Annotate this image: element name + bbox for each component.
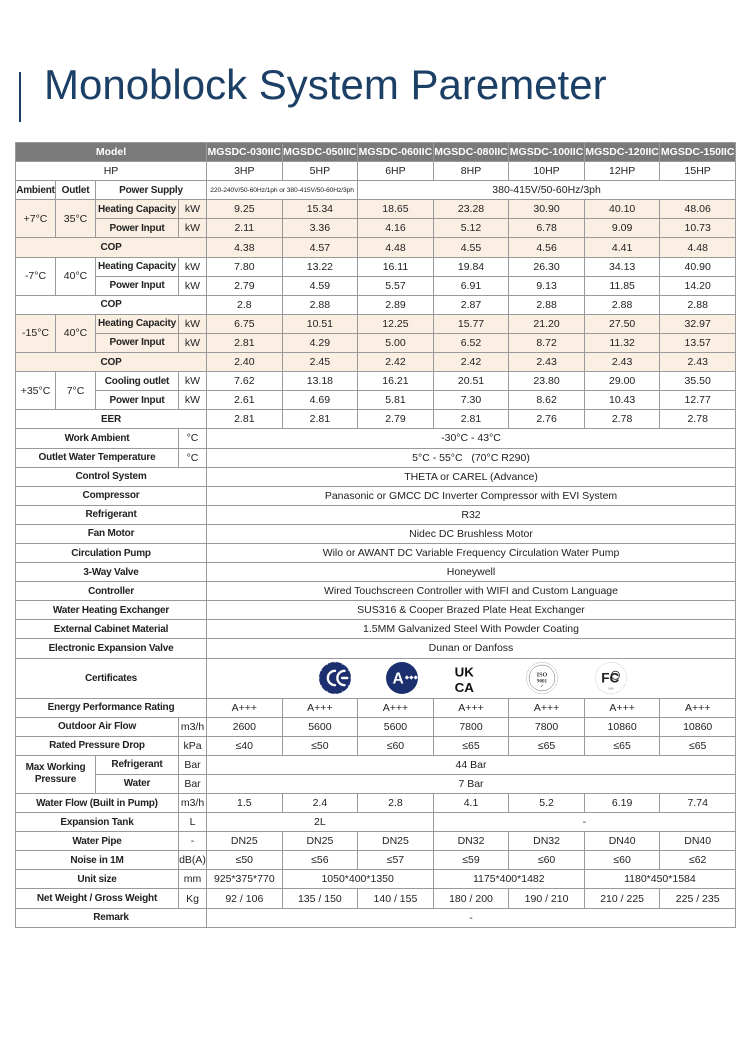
svg-text:ISO: ISO: [537, 673, 548, 679]
svg-text:9001: 9001: [537, 678, 548, 684]
svg-text:✓: ✓: [540, 684, 544, 690]
svg-text:UK: UK: [455, 665, 475, 680]
svg-text:A: A: [393, 670, 404, 687]
svg-text:USA: USA: [609, 688, 614, 691]
svg-text:CA: CA: [455, 680, 475, 695]
svg-text:FC: FC: [601, 670, 619, 685]
